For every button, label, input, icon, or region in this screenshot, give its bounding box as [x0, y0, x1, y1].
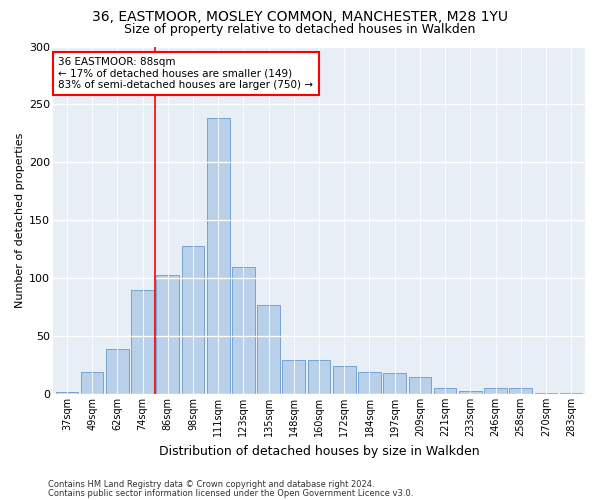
Bar: [257, 305, 280, 394]
Bar: [232, 266, 255, 394]
Bar: [333, 366, 356, 394]
Bar: [182, 246, 205, 394]
Bar: [106, 349, 128, 394]
Bar: [459, 390, 482, 394]
Y-axis label: Number of detached properties: Number of detached properties: [15, 132, 25, 308]
Bar: [207, 118, 230, 394]
Text: Contains public sector information licensed under the Open Government Licence v3: Contains public sector information licen…: [48, 488, 413, 498]
Bar: [56, 392, 78, 394]
Bar: [283, 360, 305, 394]
Bar: [509, 388, 532, 394]
Bar: [383, 373, 406, 394]
Bar: [131, 290, 154, 394]
Bar: [484, 388, 507, 394]
Bar: [409, 376, 431, 394]
Text: 36, EASTMOOR, MOSLEY COMMON, MANCHESTER, M28 1YU: 36, EASTMOOR, MOSLEY COMMON, MANCHESTER,…: [92, 10, 508, 24]
Bar: [358, 372, 381, 394]
Bar: [434, 388, 457, 394]
Bar: [81, 372, 103, 394]
Bar: [560, 393, 583, 394]
Text: Contains HM Land Registry data © Crown copyright and database right 2024.: Contains HM Land Registry data © Crown c…: [48, 480, 374, 489]
Text: Size of property relative to detached houses in Walkden: Size of property relative to detached ho…: [124, 22, 476, 36]
Bar: [157, 274, 179, 394]
Text: 36 EASTMOOR: 88sqm
← 17% of detached houses are smaller (149)
83% of semi-detach: 36 EASTMOOR: 88sqm ← 17% of detached hou…: [58, 57, 313, 90]
Bar: [535, 393, 557, 394]
X-axis label: Distribution of detached houses by size in Walkden: Distribution of detached houses by size …: [159, 444, 479, 458]
Bar: [308, 360, 331, 394]
